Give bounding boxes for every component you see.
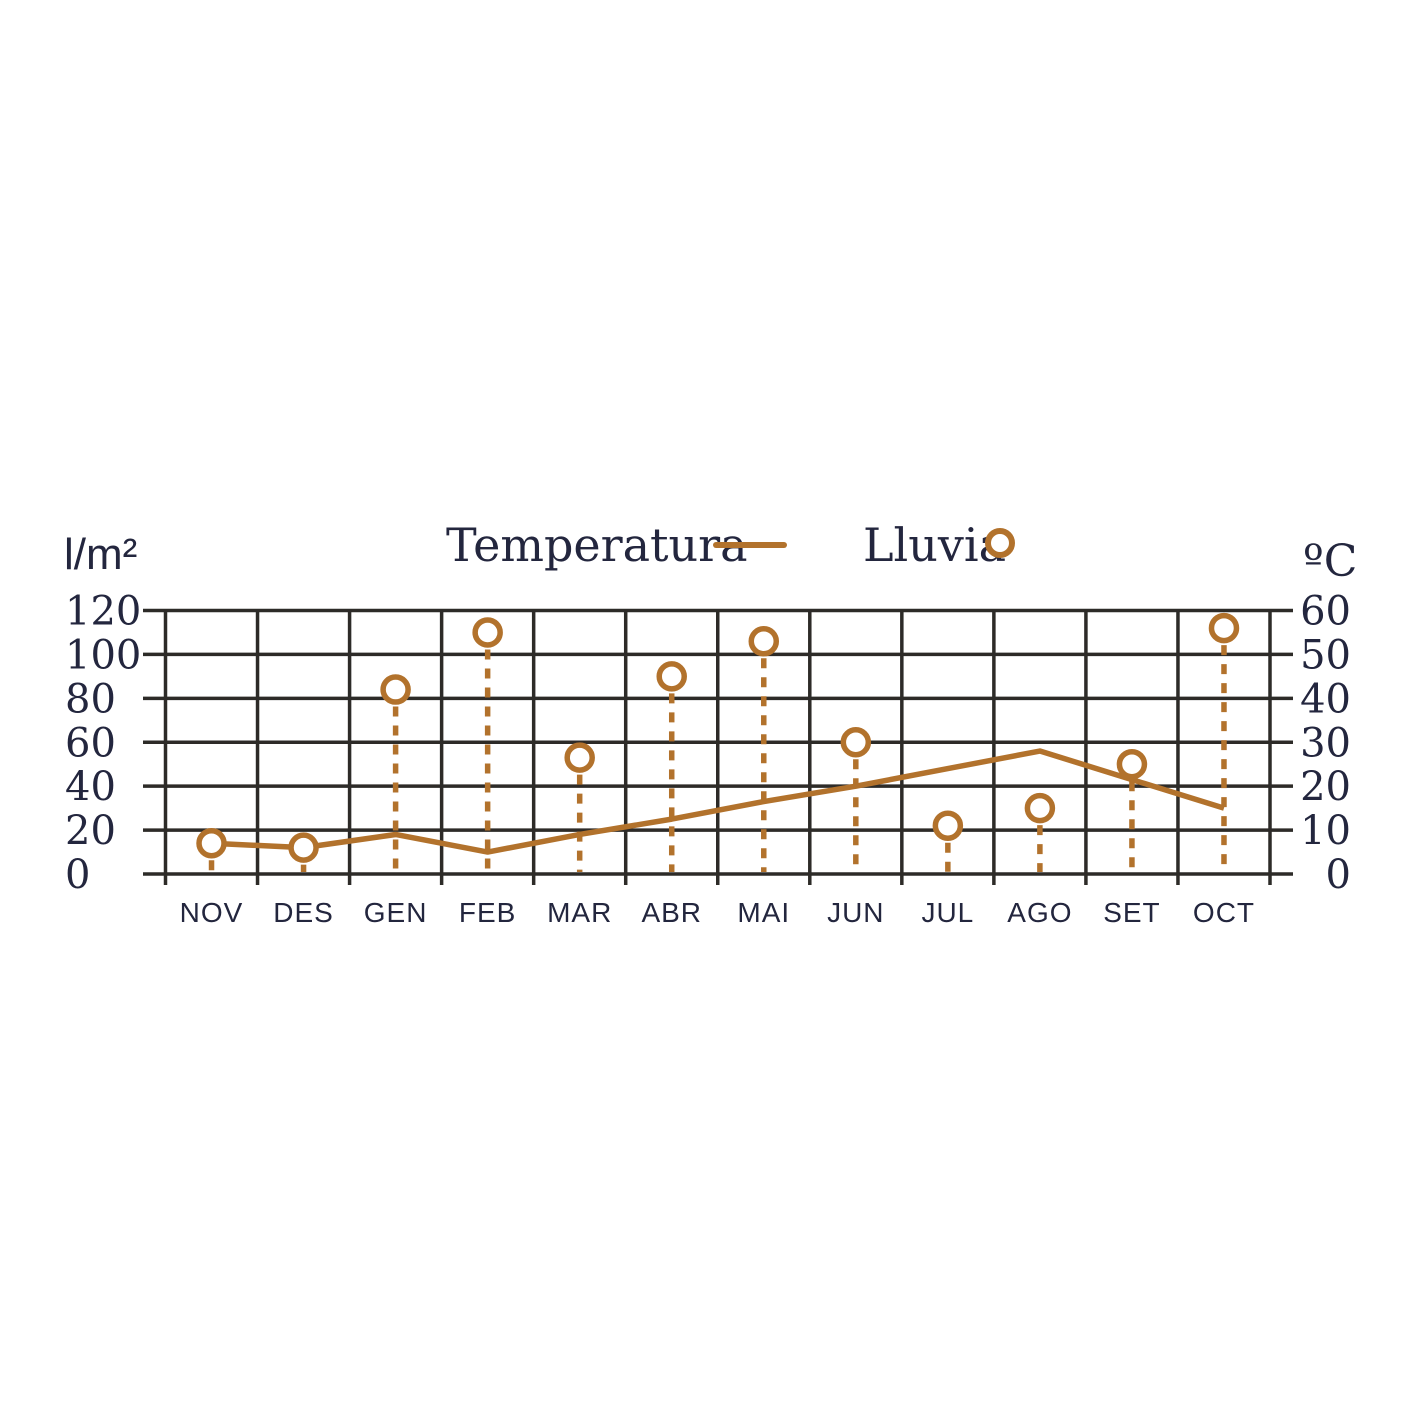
rain-marker-circle bbox=[656, 661, 687, 692]
legend-circle-swatch bbox=[985, 528, 1015, 558]
month-label: AGO bbox=[1007, 897, 1072, 928]
right-axis-tick-label: 10 bbox=[1300, 808, 1351, 854]
month-label: FEB bbox=[459, 897, 516, 928]
month-label: DES bbox=[273, 897, 334, 928]
temperature-line bbox=[211, 748, 1225, 855]
month-label: OCT bbox=[1193, 897, 1255, 928]
rain-marker-circle bbox=[472, 617, 503, 648]
legend-label-temperatura: Temperatura bbox=[446, 518, 748, 572]
month-label: MAI bbox=[737, 897, 790, 928]
right-axis-tick-label: 30 bbox=[1300, 720, 1351, 766]
rain-marker-circle bbox=[1116, 748, 1148, 780]
rain-marker-circle bbox=[288, 832, 319, 863]
left-axis-tick-label: 80 bbox=[65, 676, 116, 722]
left-axis-unit-label: l/m² bbox=[64, 530, 138, 579]
legend-line-swatch bbox=[713, 542, 787, 548]
rain-marker-circle bbox=[564, 742, 595, 773]
right-axis-tick-label: 60 bbox=[1300, 589, 1351, 635]
left-axis-tick-label: 100 bbox=[65, 632, 141, 678]
left-axis-tick-label: 40 bbox=[65, 764, 116, 810]
month-label: ABR bbox=[641, 897, 702, 928]
right-axis-tick-label: 0 bbox=[1326, 852, 1351, 898]
rain-marker-circle bbox=[1208, 612, 1240, 644]
month-label: NOV bbox=[180, 897, 244, 928]
left-axis-tick-label: 60 bbox=[65, 720, 116, 766]
month-label: JUL bbox=[921, 897, 974, 928]
rain-marker-circle bbox=[748, 625, 780, 657]
left-axis-tick-label: 20 bbox=[65, 808, 116, 854]
right-axis-unit-label: ºC bbox=[1303, 536, 1358, 587]
rain-marker-circle bbox=[380, 674, 411, 705]
rain-marker-circle bbox=[1024, 792, 1056, 824]
rain-marker-circle bbox=[932, 810, 964, 841]
right-axis-tick-label: 20 bbox=[1300, 764, 1351, 810]
month-label: GEN bbox=[364, 897, 428, 928]
right-axis-tick-label: 50 bbox=[1300, 632, 1351, 678]
month-label: MAR bbox=[547, 897, 612, 928]
month-label: JUN bbox=[827, 897, 884, 928]
left-axis-tick-label: 0 bbox=[65, 852, 90, 898]
month-label: SET bbox=[1103, 897, 1160, 928]
right-axis-tick-label: 40 bbox=[1300, 676, 1351, 722]
rain-marker-circle bbox=[840, 727, 872, 758]
left-axis-tick-label: 120 bbox=[65, 589, 141, 635]
legend-label-lluvia: Lluvia bbox=[863, 518, 1007, 572]
rain-marker-circle bbox=[196, 828, 227, 859]
